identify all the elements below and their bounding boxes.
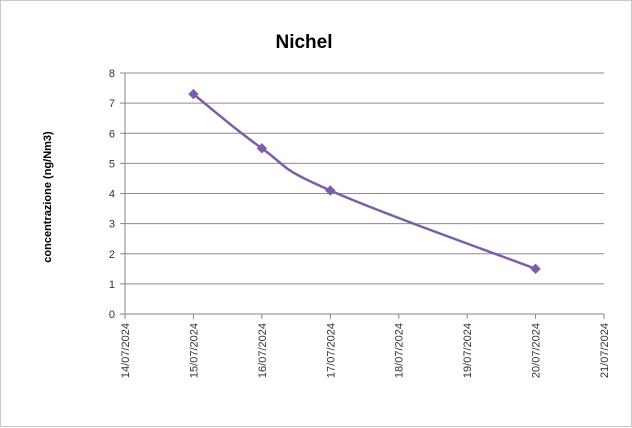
data-point-marker — [256, 143, 268, 154]
y-tick-label: 0 — [109, 309, 115, 321]
y-tick-label: 8 — [109, 68, 115, 80]
x-tick-label: 17/07/2024 — [325, 323, 337, 378]
x-tick-label: 14/07/2024 — [120, 323, 132, 378]
x-tick-label: 20/07/2024 — [531, 323, 543, 378]
x-tick-label: 16/07/2024 — [257, 323, 269, 378]
data-point-marker — [530, 263, 541, 275]
y-tick-labels: 0 1 2 3 4 5 6 7 8 — [109, 68, 125, 321]
y-tick-label: 7 — [109, 98, 115, 110]
x-tick-label: 21/07/2024 — [599, 323, 611, 378]
y-tick-label: 1 — [109, 279, 115, 291]
gridlines — [125, 72, 604, 285]
x-tick-label: 18/07/2024 — [394, 323, 406, 378]
y-axis-label: concentrazione (ng/Nm3) — [42, 131, 54, 263]
series-line — [192, 93, 537, 270]
y-tick-label: 6 — [109, 128, 115, 140]
y-tick-label: 3 — [109, 219, 115, 231]
series — [188, 88, 541, 275]
x-tick-labels: 14/07/2024 15/07/2024 16/07/2024 17/07/2024… — [120, 314, 611, 378]
data-point-marker — [188, 88, 199, 100]
y-tick-label: 2 — [109, 249, 115, 261]
x-tick-label: 19/07/2024 — [462, 323, 474, 378]
chart-title: Nichel — [275, 32, 332, 53]
y-tick-label: 5 — [109, 158, 115, 170]
data-point-marker — [325, 185, 336, 196]
y-tick-label: 4 — [109, 189, 115, 201]
x-tick-label: 15/07/2024 — [188, 323, 200, 378]
